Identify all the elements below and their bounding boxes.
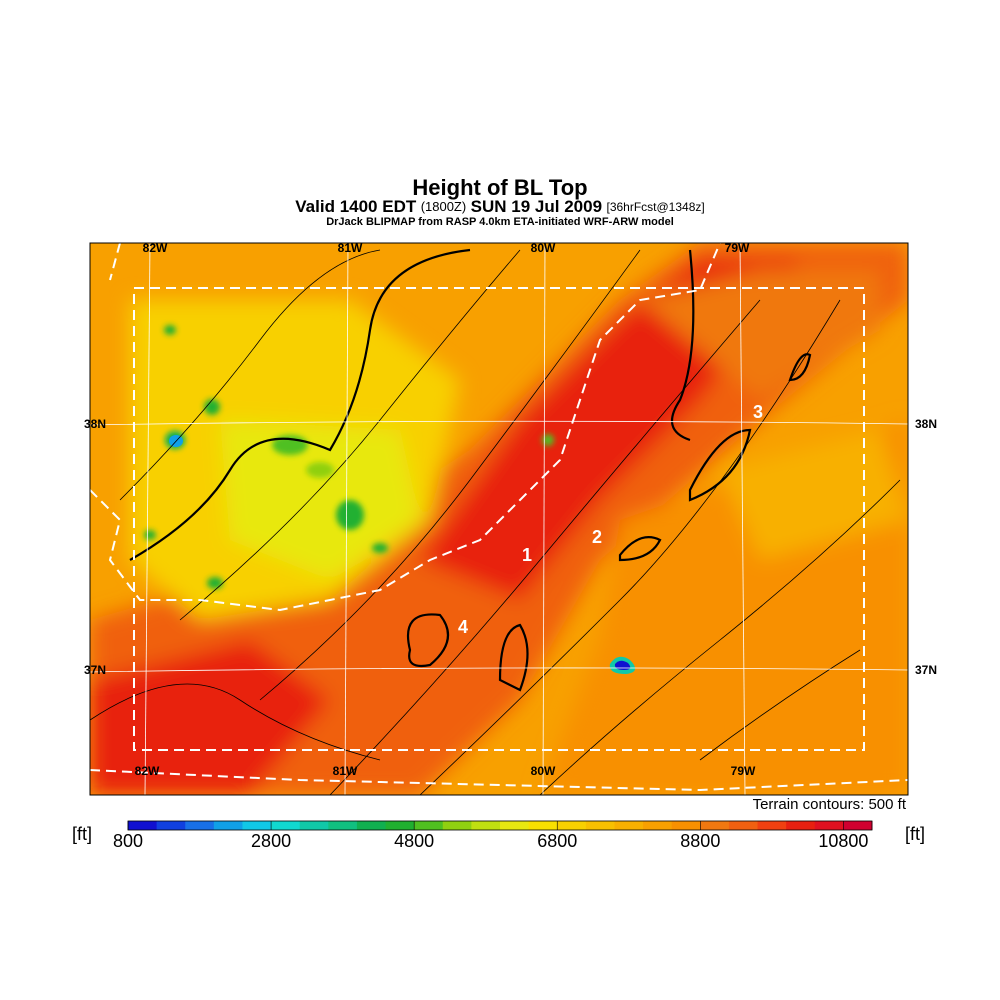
lat-label: 37N <box>84 663 106 677</box>
colorbar-swatch <box>271 821 301 830</box>
colorbar-unit: [ft] <box>72 824 92 844</box>
colorbar-label: 8800 <box>680 831 720 851</box>
colorbar-swatch <box>786 821 816 830</box>
colorbar-swatch <box>500 821 530 830</box>
valid-time: Valid 1400 EDT <box>295 197 417 216</box>
site-label: 4 <box>458 617 468 637</box>
colorbar-label: 4800 <box>394 831 434 851</box>
colorbar-swatch <box>299 821 329 830</box>
colorbar-swatch <box>728 821 759 830</box>
lat-label: 38N <box>915 417 937 431</box>
colorbar-swatch <box>700 821 730 830</box>
site-label: 3 <box>753 402 763 422</box>
lat-label: 38N <box>84 417 106 431</box>
colorbar-swatch <box>414 821 444 830</box>
map-field <box>90 243 908 795</box>
map-frame <box>89 242 909 796</box>
colorbar-swatch <box>643 821 673 830</box>
colorbar-swatch <box>757 821 787 830</box>
title: Height of BL Top <box>412 175 587 200</box>
colorbar-swatch <box>814 821 844 830</box>
colorbar-swatch <box>185 821 215 830</box>
colorbar-label: 800 <box>113 831 143 851</box>
lon-label: 79W <box>725 241 750 255</box>
date: SUN 19 Jul 2009 <box>471 197 602 216</box>
colorbar-swatch <box>156 821 186 830</box>
colorbar-swatch <box>843 821 873 830</box>
colorbar-swatch <box>385 821 415 830</box>
colorbar-swatch <box>614 821 644 830</box>
forecast: [36hrFcst@1348z] <box>606 200 704 214</box>
colorbar-swatch <box>557 821 587 830</box>
lon-label: 80W <box>531 764 556 778</box>
colorbar-swatch <box>242 821 272 830</box>
lon-label: 82W <box>143 241 168 255</box>
colorbar-swatch <box>128 821 158 830</box>
colorbar-label: 2800 <box>251 831 291 851</box>
lon-label: 80W <box>531 241 556 255</box>
colorbar-label: 10800 <box>818 831 868 851</box>
colorbar-label: 6800 <box>537 831 577 851</box>
colorbar-swatch <box>213 821 243 830</box>
colorbar-swatch <box>328 821 358 830</box>
terrain-note: Terrain contours: 500 ft <box>753 796 907 813</box>
colorbar-swatch <box>442 821 472 830</box>
colorbar-swatch <box>528 821 558 830</box>
colorbar-swatch <box>671 821 701 830</box>
lon-label: 82W <box>135 764 160 778</box>
colorbar-unit: [ft] <box>905 824 925 844</box>
colorbar-swatch <box>585 821 615 830</box>
subtitle: Valid 1400 EDT (1800Z) SUN 19 Jul 2009 [… <box>295 197 704 216</box>
utc-time: (1800Z) <box>421 199 467 214</box>
site-label: 2 <box>592 527 602 547</box>
colorbar-swatch <box>356 821 387 830</box>
lon-label: 81W <box>333 764 358 778</box>
colorbar-swatch <box>471 821 501 830</box>
lon-label: 81W <box>338 241 363 255</box>
lat-label: 37N <box>915 663 937 677</box>
source: DrJack BLIPMAP from RASP 4.0km ETA-initi… <box>326 216 674 228</box>
lon-label: 79W <box>731 764 756 778</box>
site-label: 1 <box>522 545 532 565</box>
